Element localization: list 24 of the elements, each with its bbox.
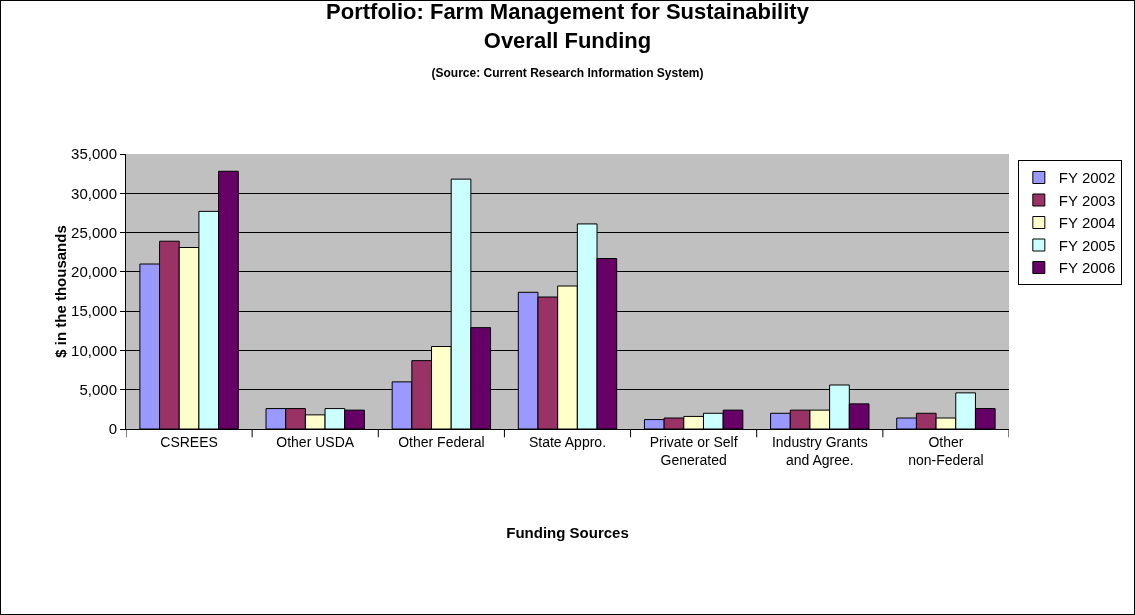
y-tick-label: 20,000 [71,263,117,281]
chart-title: Portfolio: Farm Management for Sustainability Overall Funding [326,0,810,53]
x-axis-title: Funding Sources [506,524,629,541]
legend-label: FY 2003 [1058,191,1116,209]
legend-label: FY 2004 [1058,214,1116,232]
x-tick-label: State Appro. [528,433,607,450]
x-tick-label: CSREES [160,433,218,450]
y-tick-label: 10,000 [71,341,117,359]
y-tick-label: 0 [108,420,117,438]
x-tick-label: Private or Self Generated [649,433,738,468]
legend-label: FY 2005 [1058,236,1116,254]
x-tick-label: Other USDA [276,433,355,450]
y-tick-label: 35,000 [71,145,117,163]
x-tick-label: Industry Grants and Agree. [771,433,868,468]
y-axis-title: $ in the thousands [52,225,70,358]
y-tick-label: 5,000 [79,380,117,398]
chart-subtitle: (Source: Current Research Information System) [431,65,704,80]
y-tick-label: 25,000 [71,223,117,241]
x-tick-label: Other non-Federal [908,433,984,468]
y-tick-label: 15,000 [71,302,117,320]
legend-label: FY 2002 [1058,169,1116,187]
legend-label: FY 2006 [1058,259,1116,277]
y-tick-label: 30,000 [71,184,117,202]
x-tick-label: Other Federal [398,433,485,450]
